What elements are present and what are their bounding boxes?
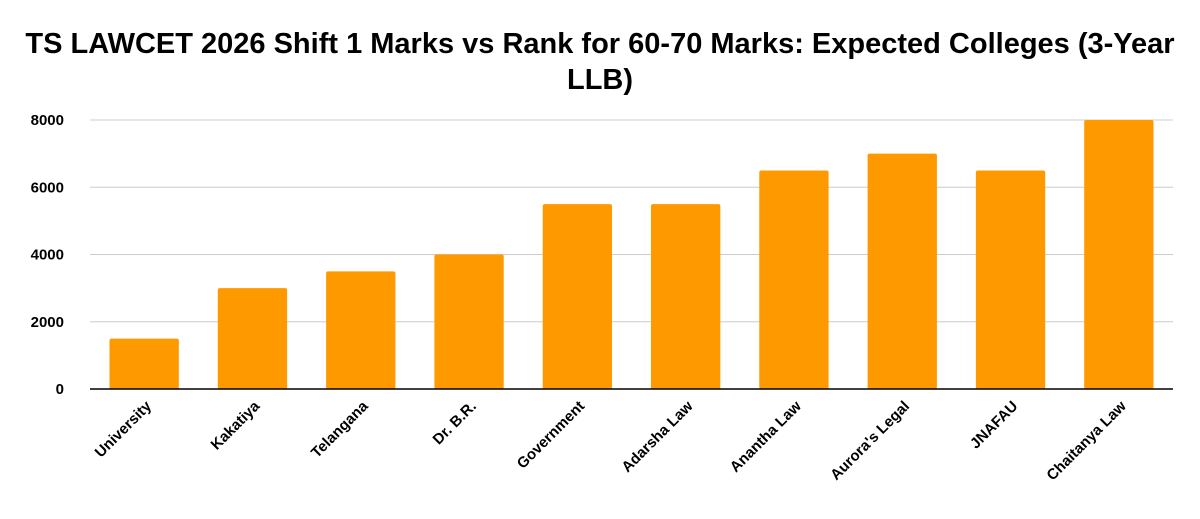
x-tick-label: Government bbox=[514, 398, 589, 473]
x-axis-labels: University Kakatiya Telangana Dr. B.R. Gover… bbox=[92, 397, 1130, 484]
bar bbox=[867, 153, 937, 389]
y-tick-label: 0 bbox=[56, 381, 64, 398]
y-axis-ticks: 0 2000 4000 6000 8000 bbox=[31, 112, 64, 398]
x-tick-label: Aurora's Legal bbox=[827, 398, 913, 484]
bar bbox=[217, 288, 288, 389]
x-tick-label: Anantha Law bbox=[727, 398, 805, 476]
bar bbox=[326, 271, 396, 389]
chart-title: TS LAWCET 2026 Shift 1 Marks vs Rank for… bbox=[25, 28, 1175, 96]
x-tick-label: JNAFAU bbox=[967, 398, 1021, 452]
x-tick-label: University bbox=[92, 397, 156, 461]
y-tick-label: 4000 bbox=[31, 247, 64, 264]
x-tick-label: Chaitanya Law bbox=[1043, 398, 1130, 485]
y-tick-label: 6000 bbox=[31, 179, 64, 196]
bars bbox=[109, 120, 1154, 389]
x-tick-label: Dr. B.R. bbox=[430, 398, 480, 448]
x-tick-label: Kakatiya bbox=[208, 397, 264, 453]
bar bbox=[434, 254, 504, 389]
x-tick-label: Telangana bbox=[308, 397, 372, 461]
bar bbox=[542, 204, 613, 389]
bar bbox=[759, 170, 829, 389]
y-tick-label: 8000 bbox=[31, 112, 64, 129]
bar bbox=[1084, 120, 1154, 389]
y-tick-label: 2000 bbox=[31, 314, 64, 331]
bar bbox=[109, 338, 179, 389]
bar bbox=[975, 170, 1046, 389]
bar bbox=[650, 204, 721, 389]
x-tick-label: Adarsha Law bbox=[618, 398, 696, 476]
